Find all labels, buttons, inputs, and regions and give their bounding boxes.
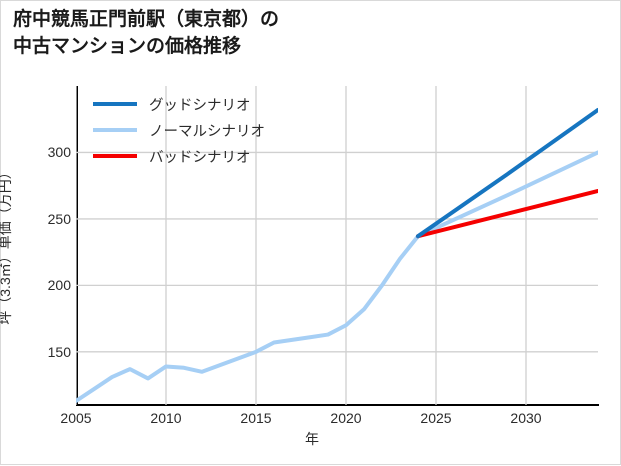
- x-axis-spine: [76, 404, 599, 406]
- x-tick-label: 2015: [240, 410, 272, 426]
- chart-svg: [76, 86, 598, 405]
- legend-label-bad: バッドシナリオ: [149, 149, 251, 166]
- y-tick-labels: 150 200 250 300: [31, 1, 71, 466]
- series-line-good: [416, 107, 598, 239]
- legend-swatch-good: [93, 102, 137, 106]
- legend-label-good: グッドシナリオ: [149, 97, 251, 114]
- legend-swatch-normal: [93, 128, 137, 132]
- legend-swatch-bad: [93, 154, 137, 158]
- y-tick-label: 150: [47, 343, 71, 360]
- x-tick-label: 2030: [510, 410, 542, 426]
- plot-area: [76, 86, 598, 405]
- x-tick-label: 2010: [150, 410, 182, 426]
- y-tick-label: 200: [47, 277, 71, 294]
- y-tick-label: 250: [47, 210, 71, 227]
- y-axis-spine: [76, 86, 78, 406]
- legend-item-good: グッドシナリオ: [93, 91, 323, 117]
- x-tick-label: 2020: [330, 410, 362, 426]
- y-axis-label: 坪（3.3㎡）単価（万円）: [0, 165, 13, 325]
- legend-label-normal: ノーマルシナリオ: [149, 123, 265, 140]
- x-axis-label: 年: [305, 431, 319, 447]
- legend-item-bad: バッドシナリオ: [93, 143, 323, 169]
- y-tick-label: 300: [47, 144, 71, 161]
- legend-item-normal: ノーマルシナリオ: [93, 117, 323, 143]
- chart-legend: グッドシナリオ ノーマルシナリオ バッドシナリオ: [93, 91, 323, 169]
- series-line-normal: [76, 150, 598, 404]
- x-tick-label: 2025: [420, 410, 452, 426]
- x-tick-label: 2005: [60, 410, 92, 426]
- series-line-bad: [416, 189, 598, 239]
- chart-title: 府中競馬正門前駅（東京都）の 中古マンションの価格推移: [13, 9, 280, 57]
